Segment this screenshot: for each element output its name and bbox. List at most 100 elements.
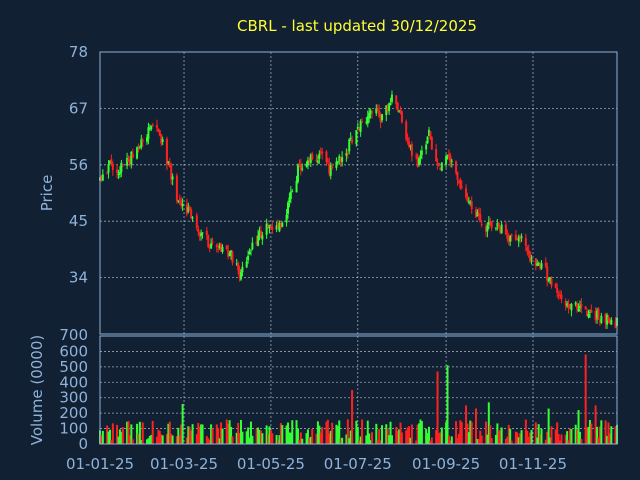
- candle-body-down: [519, 237, 522, 239]
- volume-bar-up: [369, 440, 372, 444]
- candle-body-down: [584, 306, 587, 310]
- candle-body-down: [429, 131, 432, 140]
- volume-bar-down: [544, 439, 547, 444]
- volume-bar-down: [131, 439, 134, 444]
- candle-body-down: [298, 164, 301, 166]
- candle-body-down: [550, 279, 553, 286]
- volume-bar-up: [120, 431, 123, 444]
- candle-body-up: [426, 136, 429, 144]
- candle-body-down: [447, 154, 450, 158]
- candle-body-down: [267, 225, 270, 227]
- volume-bar-up: [248, 437, 251, 444]
- volume-bar-down: [170, 433, 173, 444]
- candle-body-down: [416, 154, 419, 167]
- candle-body-down: [111, 163, 114, 171]
- volume-bar-up: [348, 438, 351, 444]
- candle-body-down: [351, 139, 354, 143]
- volume-bar-up: [289, 432, 292, 444]
- volume-bar-up: [201, 424, 204, 444]
- volume-bar-down: [567, 440, 570, 444]
- candle-body-up: [181, 203, 184, 207]
- volume-bar-up: [487, 402, 490, 444]
- candle-body-up: [540, 263, 543, 269]
- volume-bar-down: [100, 435, 103, 444]
- price-panel-frame: [99, 51, 618, 335]
- candle-body-down: [439, 167, 442, 170]
- candle-body-down: [410, 143, 413, 156]
- price-tick-labels: 78 67 56 45 34 700: [59, 43, 88, 344]
- candle-body-up: [349, 137, 352, 139]
- candle-body-up: [161, 139, 164, 143]
- candle-body-down: [504, 224, 507, 235]
- candle-body-down: [466, 198, 469, 202]
- volume-bar-up: [249, 421, 252, 444]
- volume-bar-up: [588, 420, 591, 444]
- candle-body-up: [355, 130, 358, 145]
- candle-body-down: [586, 311, 589, 316]
- volume-bar-up: [305, 433, 308, 444]
- volume-bar-up: [570, 429, 573, 444]
- volume-bar-down: [557, 434, 560, 444]
- volume-bar-down: [227, 423, 230, 444]
- volume-bar-down: [255, 428, 258, 444]
- candle-body-down: [319, 151, 322, 153]
- volume-bar-up: [147, 438, 150, 444]
- volume-bar-down: [510, 440, 513, 444]
- candle-body-up: [388, 103, 391, 112]
- candle-body-up: [117, 174, 120, 176]
- candle-body-up: [187, 207, 190, 212]
- candle-body-up: [419, 155, 422, 159]
- volume-bar-up: [181, 403, 184, 444]
- volume-bar-down: [326, 419, 329, 444]
- candle-body-up: [578, 306, 581, 309]
- volume-bar-up: [368, 433, 371, 444]
- candle-body-down: [576, 304, 579, 310]
- volume-bar-up: [301, 438, 304, 444]
- volume-bar-down: [339, 438, 342, 444]
- candle-body-up: [318, 153, 321, 159]
- volume-bar-down: [208, 440, 211, 444]
- candle-body-up: [221, 246, 224, 253]
- volume-bar-up: [329, 430, 332, 444]
- candle-body-down: [470, 201, 473, 210]
- volume-bar-up: [247, 427, 250, 444]
- candle-body-down: [507, 238, 510, 241]
- candle-body-down: [456, 171, 459, 180]
- volume-bar-up: [285, 425, 288, 444]
- volume-bar-down: [231, 436, 234, 444]
- volume-bar-down: [560, 434, 563, 444]
- volume-bar-up: [295, 420, 298, 444]
- volume-bar-down: [456, 438, 459, 444]
- candle-body-up: [509, 236, 512, 242]
- candle-body-down: [608, 320, 611, 323]
- volume-tick-label: 500: [59, 358, 88, 376]
- volume-bar-down: [506, 436, 509, 444]
- candle-body-down: [400, 111, 403, 123]
- volume-bar-up: [355, 420, 358, 444]
- volume-bar-up: [140, 439, 143, 444]
- candle-body-down: [311, 153, 314, 160]
- x-tick-label: 01-09-25: [412, 455, 480, 473]
- candle-body-up: [228, 253, 231, 257]
- volume-bar-down: [371, 432, 374, 444]
- candle-body-up: [536, 263, 539, 266]
- volume-bar-down: [396, 430, 399, 444]
- volume-bar-down: [110, 440, 113, 444]
- candle-body-down: [185, 204, 188, 214]
- candle-body-up: [251, 242, 254, 250]
- candle-body-up: [306, 160, 309, 165]
- volume-bar-up: [356, 427, 359, 444]
- candle-body-down: [331, 166, 334, 169]
- candle-body-up: [218, 245, 221, 248]
- candle-body-up: [210, 243, 213, 249]
- volume-bar-up: [130, 424, 133, 444]
- price-axis-label: Price: [38, 175, 56, 212]
- volume-bar-up: [167, 423, 170, 444]
- volume-panel-frame: [99, 335, 618, 445]
- volume-bar-down: [430, 437, 433, 444]
- candle-body-up: [258, 231, 261, 238]
- candle-body-down: [178, 199, 181, 201]
- candle-body-down: [269, 226, 272, 228]
- volume-bar-up: [287, 422, 289, 444]
- candle-body-up: [248, 251, 251, 255]
